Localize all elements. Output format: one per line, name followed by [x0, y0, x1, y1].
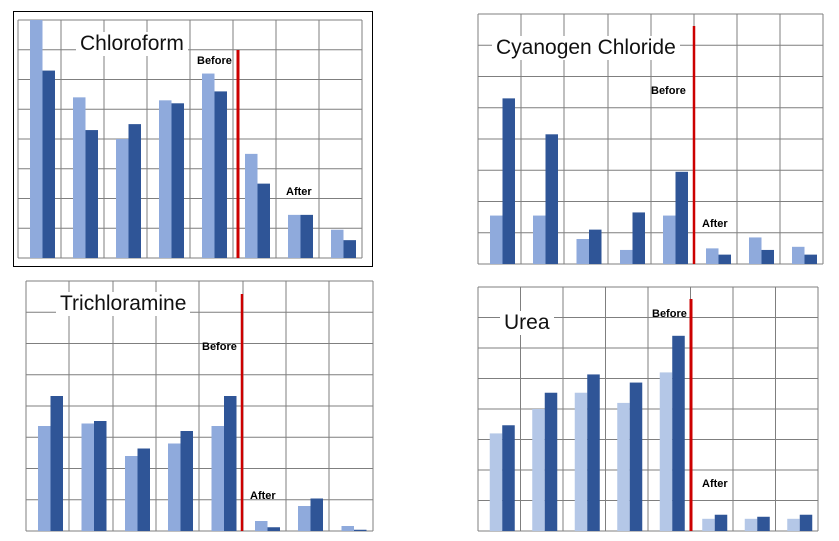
chart-panel-trichloramine: Trichloramine Before After — [25, 280, 374, 535]
bar-series-1 — [159, 100, 172, 258]
bar-series-1 — [532, 409, 545, 531]
bar-series-1 — [202, 73, 215, 258]
bar-series-1 — [787, 518, 800, 531]
chart-svg — [17, 19, 363, 259]
bar-series-2 — [799, 514, 813, 531]
bar-series-1 — [620, 249, 633, 264]
chart-title: Urea — [500, 311, 554, 335]
before-label: Before — [651, 85, 686, 97]
bar-series-1 — [744, 518, 758, 531]
bar-series-1 — [663, 215, 676, 264]
bar-series-2 — [224, 396, 237, 531]
bar-series-1 — [81, 423, 94, 531]
bar-series-2 — [761, 249, 774, 264]
bar-series-2 — [632, 212, 645, 264]
bar-series-1 — [574, 392, 588, 531]
bar-series-1 — [288, 214, 301, 258]
chart-title: Chloroform — [76, 32, 188, 56]
bar-series-1 — [749, 237, 762, 264]
bar-series-1 — [30, 20, 43, 258]
bar-series-1 — [125, 456, 138, 531]
bar-series-2 — [42, 70, 55, 258]
bar-series-1 — [168, 443, 181, 531]
bar-series-1 — [331, 229, 344, 258]
before-label: Before — [197, 55, 232, 67]
bar-series-1 — [73, 97, 86, 258]
bar-series-1 — [298, 506, 311, 531]
bar-series-2 — [128, 124, 141, 258]
bar-series-1 — [341, 526, 354, 531]
bar-series-2 — [502, 98, 515, 264]
chart-svg — [25, 280, 374, 532]
bar-series-2 — [214, 91, 227, 259]
bar-series-2 — [587, 374, 600, 531]
chart-title: Cyanogen Chloride — [492, 36, 680, 60]
bar-series-2 — [544, 392, 558, 531]
bar-series-2 — [757, 516, 770, 531]
bar-series-2 — [180, 431, 193, 531]
bar-series-1 — [533, 215, 546, 264]
bar-series-2 — [300, 214, 313, 258]
bar-series-2 — [267, 527, 280, 531]
bar-series-2 — [137, 448, 150, 531]
bar-series-2 — [343, 240, 356, 258]
chart-panel-urea: Urea Before After — [477, 285, 831, 533]
bar-series-1 — [617, 402, 630, 531]
bar-series-2 — [94, 421, 107, 531]
bar-series-1 — [659, 372, 673, 531]
bar-series-2 — [502, 425, 515, 531]
bar-series-2 — [50, 396, 63, 531]
bar-series-2 — [85, 130, 98, 258]
after-label: After — [702, 218, 728, 230]
before-label: Before — [652, 308, 687, 320]
bar-series-1 — [245, 153, 258, 258]
bar-series-1 — [490, 215, 503, 264]
bar-series-2 — [675, 171, 688, 264]
bar-series-1 — [38, 426, 51, 531]
chart-title: Trichloramine — [56, 292, 191, 316]
bar-series-1 — [702, 518, 715, 531]
bar-series-1 — [576, 239, 589, 264]
bar-series-2 — [718, 254, 731, 264]
bar-series-2 — [714, 514, 728, 531]
bar-series-2 — [804, 254, 817, 264]
chart-panel-chloroform: Chloroform Before After — [13, 11, 373, 267]
chart-svg — [477, 286, 819, 532]
chart-panel-cyanogen-chloride: Cyanogen Chloride Before After — [477, 12, 831, 265]
chart-svg — [477, 13, 824, 265]
before-label: Before — [202, 341, 237, 353]
bar-series-2 — [629, 382, 643, 531]
bar-series-2 — [589, 229, 602, 264]
after-label: After — [702, 478, 728, 490]
after-label: After — [286, 186, 312, 198]
bar-series-1 — [255, 521, 268, 531]
bar-series-1 — [792, 246, 805, 264]
bar-series-2 — [257, 183, 270, 258]
bar-series-2 — [310, 498, 323, 531]
bar-series-1 — [211, 426, 224, 531]
bar-series-1 — [489, 433, 503, 531]
bar-series-2 — [672, 335, 685, 531]
bar-series-1 — [706, 248, 719, 264]
after-label: After — [250, 490, 276, 502]
bar-series-2 — [354, 529, 367, 531]
bar-series-2 — [545, 134, 558, 264]
bar-series-2 — [171, 103, 184, 258]
bar-series-1 — [116, 139, 129, 258]
